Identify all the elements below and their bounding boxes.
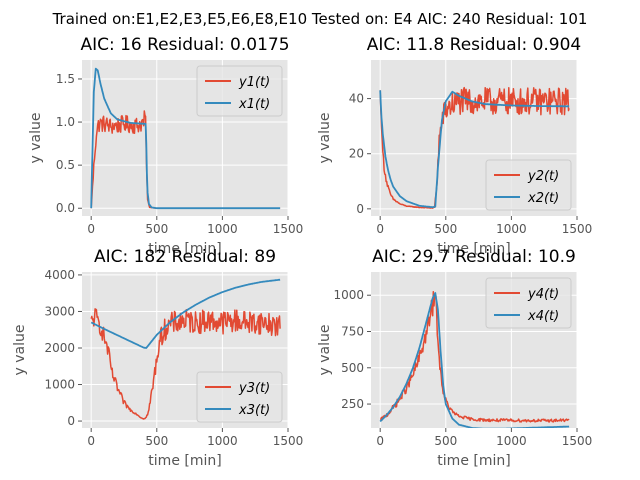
y-tick-label: 0.0 <box>56 201 75 215</box>
x-tick-label: 1000 <box>207 434 238 448</box>
x-tick-label: 1500 <box>273 222 304 236</box>
subplot-title: AIC: 11.8 Residual: 0.904 <box>367 35 582 55</box>
series-line-x1t <box>90 67 281 210</box>
x-axis-label: time [min] <box>148 453 221 469</box>
x-tick-label: 1500 <box>562 222 593 236</box>
series-group <box>379 290 570 428</box>
subplot-title: AIC: 16 Residual: 0.0175 <box>80 35 289 55</box>
legend-label: y4(t) <box>527 287 559 302</box>
legend-label: x3(t) <box>238 403 270 418</box>
x-axis-label: time [min] <box>437 241 510 257</box>
legend-label: x2(t) <box>527 191 559 206</box>
subplot-1: 0 500 1000 1500 0.0 0.5 1.0 1.5 AIC: 16 Residual… <box>28 35 303 257</box>
x-tick-label: 500 <box>434 222 457 236</box>
x-tick-label: 1500 <box>562 434 593 448</box>
x-tick-label: 0 <box>376 434 384 448</box>
y-axis-label: y value <box>317 113 333 164</box>
y-tick-label: 1.0 <box>56 115 75 129</box>
y-tick-label: 20 <box>349 147 364 161</box>
subplot-3: 0 500 1000 1500 0 1000 2000 3000 4000 AIC: 182 Re… <box>12 247 303 469</box>
y-tick-label: 1000 <box>44 378 75 392</box>
x-axis-label: time [min] <box>148 241 221 257</box>
series-group <box>90 278 281 420</box>
series-line-y4t <box>380 290 570 423</box>
y-tick-label: 500 <box>341 361 364 375</box>
y-tick-label: 1.5 <box>56 72 75 86</box>
x-tick-label: 0 <box>87 434 95 448</box>
y-tick-label: 0 <box>356 202 364 216</box>
subplot-4: 0 500 1000 1500 250 500 750 1000 AIC: 29.7 Resid… <box>317 247 592 469</box>
figure-suptitle: Trained on:E1,E2,E3,E5,E6,E8,E10 Tested … <box>52 10 588 28</box>
y-tick-label: 40 <box>349 92 364 106</box>
series-group <box>90 67 281 210</box>
y-tick-label: 3000 <box>44 304 75 318</box>
x-tick-label: 1000 <box>207 222 238 236</box>
y-tick-label: 750 <box>341 324 364 338</box>
x-tick-label: 1500 <box>273 434 304 448</box>
y-tick-label: 1000 <box>333 288 364 302</box>
y-tick-label: 0.5 <box>56 158 75 172</box>
x-tick-label: 500 <box>145 222 168 236</box>
x-tick-label: 500 <box>434 434 457 448</box>
legend: y1(t) x1(t) <box>196 65 283 117</box>
x-tick-label: 0 <box>87 222 95 236</box>
y-axis-label: y value <box>12 325 28 376</box>
series-line-x2t <box>379 90 570 209</box>
legend: y3(t) x3(t) <box>196 371 283 423</box>
subplot-title: AIC: 29.7 Residual: 10.9 <box>372 247 576 267</box>
x-tick-label: 1000 <box>496 434 527 448</box>
y-tick-label: 0 <box>67 414 75 428</box>
y-tick-label: 2000 <box>44 341 75 355</box>
series-line-y3t <box>90 308 281 420</box>
legend-label: x4(t) <box>527 309 559 324</box>
legend-label: y1(t) <box>238 75 270 90</box>
legend-label: x1(t) <box>238 97 270 112</box>
y-axis-label: y value <box>28 113 44 164</box>
series-line-y2t <box>379 86 570 209</box>
legend-label: y2(t) <box>527 169 559 184</box>
legend: y4(t) x4(t) <box>485 277 572 329</box>
series-group <box>379 86 570 209</box>
series-line-x4t <box>379 292 570 428</box>
subplot-2: 0 500 1000 1500 0 20 40 AIC: 11.8 Residual: 0.9… <box>317 35 592 257</box>
x-tick-label: 1000 <box>496 222 527 236</box>
x-axis-label: time [min] <box>437 453 510 469</box>
subplots: 0 500 1000 1500 0.0 0.5 1.0 1.5 AIC: 16 Residual… <box>12 35 592 469</box>
subplot-title: AIC: 182 Residual: 89 <box>94 247 276 267</box>
legend-label: y3(t) <box>238 381 270 396</box>
legend: y2(t) x2(t) <box>485 159 572 211</box>
x-tick-label: 0 <box>376 222 384 236</box>
x-tick-label: 500 <box>145 434 168 448</box>
series-line-x3t <box>90 278 281 349</box>
y-tick-label: 4000 <box>44 268 75 282</box>
y-tick-label: 250 <box>341 397 364 411</box>
y-axis-label: y value <box>317 325 333 376</box>
